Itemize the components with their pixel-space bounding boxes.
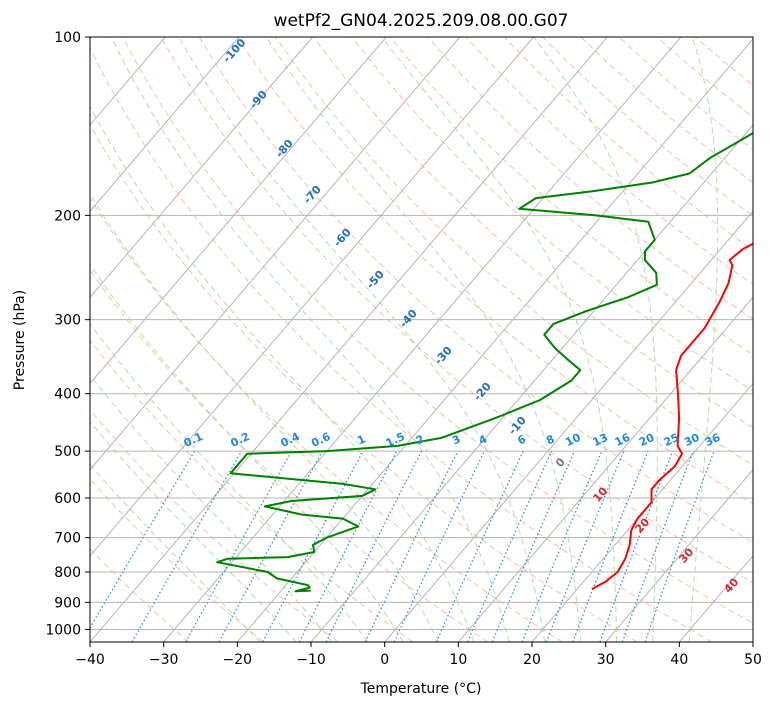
isotherm-line: [90, 37, 240, 212]
x-tick-label: 40: [670, 652, 688, 668]
moist-adiabat-line: [178, 37, 546, 642]
x-tick-label: −30: [149, 652, 179, 668]
mixing-ratio-line: [325, 450, 423, 642]
y-tick-label: 700: [54, 531, 81, 547]
dry-adiabat-line: [389, 37, 753, 356]
temperature-line: [591, 242, 753, 590]
moist-adiabat-line: [265, 37, 582, 642]
isotherm-line: [531, 382, 753, 642]
y-tick-label: 500: [54, 444, 81, 460]
mixing-ratio-label: 16: [613, 431, 633, 449]
mixing-ratio-label: 25: [662, 431, 681, 449]
x-tick-label: −40: [75, 652, 105, 668]
dry-adiabat-line: [351, 37, 753, 392]
dry-adiabat-line: [90, 548, 190, 642]
plot-frame: [89, 36, 754, 643]
y-tick-label: 300: [54, 313, 81, 329]
x-axis-label: Temperature (°C): [360, 681, 482, 697]
mixing-ratio-label: 30: [682, 431, 702, 449]
x-tick-label: 10: [449, 652, 467, 668]
moist-adiabat-line: [90, 374, 333, 642]
mixing-ratio-line: [466, 450, 553, 642]
moist-adiabat-line: [90, 193, 439, 642]
mixing-ratio-label: 10: [563, 431, 583, 449]
y-tick-label: 100: [54, 30, 81, 46]
isotherm-line: [163, 37, 682, 642]
x-tick-label: −20: [223, 652, 253, 668]
data-series: [216, 131, 753, 593]
mixing-ratio-line: [545, 450, 625, 642]
isotherm-line: [90, 37, 387, 385]
isotherm-line: [384, 210, 753, 642]
mixing-ratio-label: 13: [591, 431, 610, 449]
moist-adiabat-line: [90, 105, 475, 642]
y-tick-label: 600: [54, 491, 81, 507]
dry-adiabat-line: [274, 37, 753, 466]
dry-adiabat-line: [90, 46, 712, 642]
mixing-ratio-label: 36: [703, 431, 723, 449]
dry-adiabat-line: [160, 37, 753, 584]
background-lines: [90, 37, 753, 642]
mixing-ratio-line: [644, 450, 715, 642]
dry-adiabat-line: [313, 37, 753, 429]
isotherm-line: [236, 38, 753, 642]
moist-adiabat-line: [533, 37, 658, 642]
x-tick-label: 30: [597, 652, 615, 668]
axis-ticks: −40 −30 −20 −10 0 10 20 30 40 50 100 200 300 400 500 60…: [45, 30, 762, 668]
dry-adiabat-line: [236, 37, 753, 505]
mixing-ratio-line: [621, 450, 694, 642]
x-tick-label: 50: [744, 652, 762, 668]
dry-adiabat-line: [90, 123, 638, 642]
isotherm-line: [90, 37, 313, 299]
mixing-ratio-line: [521, 450, 603, 642]
x-tick-label: −10: [296, 652, 326, 668]
dewpoint-line: [216, 131, 753, 593]
isotherm-line: [310, 124, 753, 642]
y-tick-label: 400: [54, 387, 81, 403]
y-tick-label: 1000: [45, 622, 81, 638]
y-tick-label: 900: [54, 595, 81, 611]
mixing-ratio-label: 20: [637, 431, 657, 449]
isotherm-line: [605, 468, 753, 642]
mixing-ratio-line: [599, 450, 674, 642]
moist-adiabat-line: [90, 420, 297, 642]
dry-adiabat-line: [90, 197, 563, 642]
moist-adiabat-line: [110, 37, 510, 642]
dry-adiabat-line: [198, 37, 753, 544]
dry-adiabat-line: [90, 478, 264, 642]
x-tick-label: 0: [380, 652, 389, 668]
mixing-ratio-line: [218, 450, 323, 642]
moist-adiabat-line: [90, 463, 261, 642]
isotherm-line: [90, 37, 608, 642]
y-tick-label: 200: [54, 208, 81, 224]
mixing-ratio-line: [572, 450, 649, 642]
mixing-ratio-line: [262, 450, 364, 642]
dry-adiabat-line: [90, 339, 414, 642]
mixing-ratio-line: [491, 450, 576, 642]
y-tick-label: 800: [54, 565, 81, 581]
y-axis-label: Pressure (hPa): [12, 290, 28, 390]
chart-title: wetPf2_GN04.2025.209.08.00.G07: [274, 11, 569, 31]
dry-adiabat-line: [90, 269, 488, 642]
dry-adiabat-line: [122, 37, 753, 624]
moist-adiabat-line: [688, 37, 719, 642]
isotherm-line: [90, 37, 534, 557]
moist-adiabat-line: [90, 263, 404, 642]
x-tick-label: 20: [523, 652, 541, 668]
isotherm-line: [457, 296, 753, 642]
isotherm-line: [90, 37, 461, 471]
